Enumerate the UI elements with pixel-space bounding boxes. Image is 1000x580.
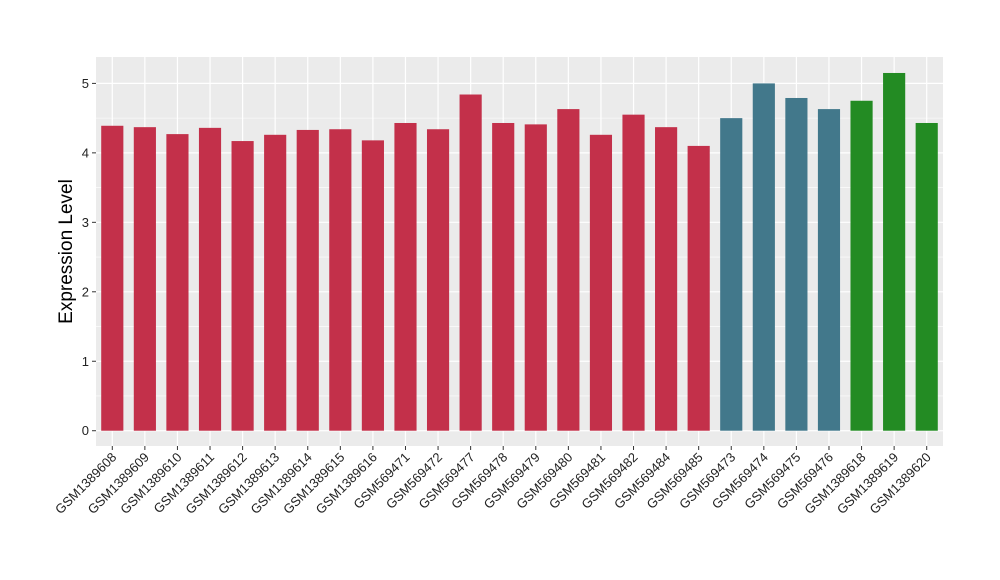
bar-GSM569484 <box>655 127 678 431</box>
bar-GSM1389609 <box>133 127 156 431</box>
bar-GSM569474 <box>752 83 775 431</box>
y-axis-title: Expression Level <box>56 179 77 324</box>
bar-GSM1389610 <box>166 134 189 431</box>
y-tick-label: 1 <box>82 354 89 369</box>
bar-GSM1389616 <box>361 140 384 431</box>
bar-GSM569477 <box>459 94 482 431</box>
bar-GSM569481 <box>589 134 613 431</box>
bar-GSM569485 <box>687 145 710 431</box>
y-tick-label: 3 <box>82 215 89 230</box>
x-axis: GSM1389608GSM1389609GSM1389610GSM1389611… <box>52 446 934 517</box>
bar-GSM1389612 <box>231 141 254 431</box>
bar-GSM1389608 <box>101 125 124 431</box>
bar-GSM569478 <box>492 122 515 431</box>
bar-GSM569472 <box>426 129 450 431</box>
bar-GSM1389611 <box>198 127 222 431</box>
bar-GSM1389618 <box>850 100 873 431</box>
bar-GSM569473 <box>720 118 743 431</box>
bar-GSM1389620 <box>915 122 938 431</box>
y-tick-label: 2 <box>82 284 89 299</box>
y-axis: 0 1 2 3 4 5 <box>82 76 96 438</box>
bar-GSM1389613 <box>264 134 287 431</box>
bar-GSM569480 <box>557 109 580 431</box>
bar-GSM1389615 <box>329 129 352 431</box>
bar-GSM1389619 <box>883 72 906 431</box>
bar-GSM569479 <box>524 124 547 431</box>
y-tick-label: 5 <box>82 76 89 91</box>
y-tick-label: 0 <box>82 423 89 438</box>
bar-GSM569476 <box>817 109 841 431</box>
bar-GSM569482 <box>622 114 645 431</box>
plot-panel <box>96 57 943 446</box>
y-tick-label: 4 <box>82 145 89 160</box>
bar-GSM569471 <box>394 122 417 431</box>
bar-GSM569475 <box>785 97 808 431</box>
bar-GSM1389614 <box>296 129 319 431</box>
bars <box>101 72 938 431</box>
